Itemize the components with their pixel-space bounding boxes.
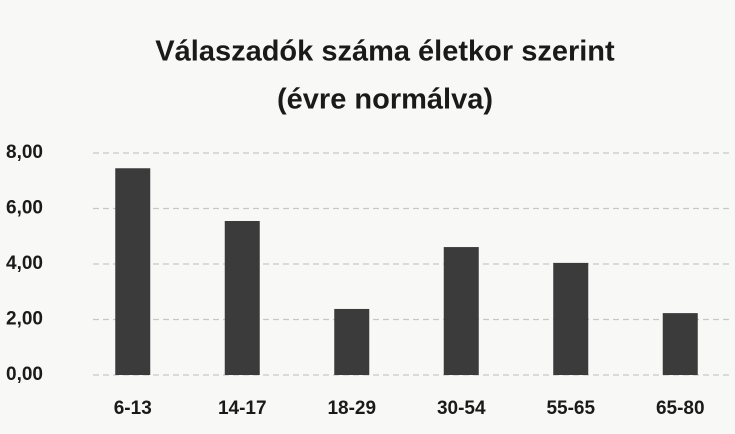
x-tick-label: 65-80 bbox=[656, 398, 705, 419]
y-tick-label: 0,00 bbox=[6, 364, 43, 385]
x-tick-label: 55-65 bbox=[546, 398, 595, 419]
bar bbox=[115, 168, 151, 375]
bar bbox=[334, 308, 370, 375]
chart-title: Válaszadók száma életkor szerint bbox=[155, 36, 615, 68]
y-tick-label: 8,00 bbox=[6, 142, 43, 163]
bar bbox=[662, 313, 698, 375]
x-tick-label: 30-54 bbox=[437, 398, 486, 419]
bar bbox=[553, 262, 589, 375]
chart-subtitle: (évre normálva) bbox=[277, 84, 493, 116]
bar bbox=[224, 220, 260, 375]
y-tick-label: 2,00 bbox=[6, 309, 43, 330]
bar bbox=[443, 247, 479, 375]
x-tick-label: 6-13 bbox=[114, 398, 152, 419]
x-tick-label: 18-29 bbox=[327, 398, 376, 419]
y-tick-label: 4,00 bbox=[6, 253, 43, 274]
x-tick-label: 14-17 bbox=[218, 398, 267, 419]
y-tick-label: 6,00 bbox=[6, 198, 43, 219]
